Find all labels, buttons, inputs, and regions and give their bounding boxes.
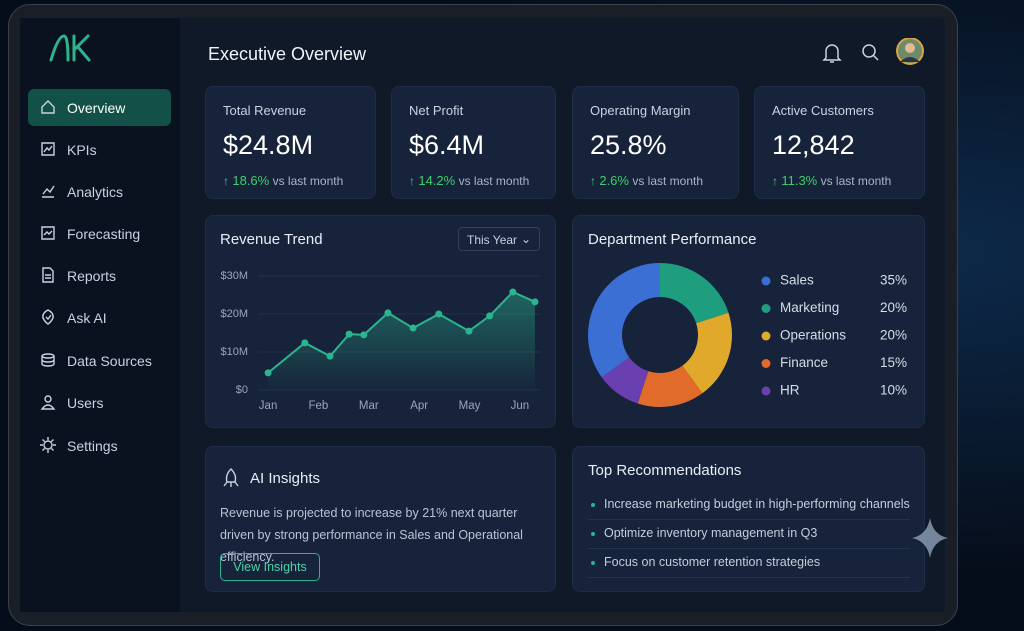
search-icon[interactable] <box>862 44 876 58</box>
page-title: Executive Overview <box>208 44 367 64</box>
nav-label: Data Sources <box>67 352 152 369</box>
nav-label: Users <box>67 394 104 411</box>
bullet <box>591 503 595 507</box>
kpi-value: $24.8M <box>223 130 314 160</box>
kpi-card: Active Customers 12,842 ↑ 11.3% vs last mo… <box>754 86 925 199</box>
divider <box>588 577 910 578</box>
nav-icon <box>41 226 55 240</box>
kpi-card: Operating Margin 25.8% ↑ 2.6% vs last mont… <box>572 86 739 199</box>
nav-label: Reports <box>67 267 117 284</box>
kpi-change: ↑ 2.6% vs last month <box>590 173 704 188</box>
nav-icon <box>41 142 55 156</box>
view-insights-button[interactable]: View Insights <box>220 553 320 581</box>
divider <box>588 519 910 520</box>
revenue-title: Revenue Trend <box>220 231 323 248</box>
kpi-card: Total Revenue $24.8M ↑ 18.6% vs last month <box>205 86 376 199</box>
kpi-label: Operating Margin <box>590 103 691 118</box>
kpi-label: Net Profit <box>409 103 464 118</box>
dropdown-label: This Year <box>467 233 518 247</box>
kpi-change-value: 14.2% <box>418 173 456 188</box>
nav-icon <box>41 100 55 114</box>
kpi-change-note: vs last month <box>458 174 530 188</box>
nav-icon <box>42 185 55 198</box>
nav-icon <box>42 309 54 325</box>
nav-label: Settings <box>67 437 118 454</box>
nav-item[interactable]: Data Sources <box>28 342 171 379</box>
divider <box>588 548 910 549</box>
nav-item[interactable]: Users <box>28 384 171 421</box>
nav-item[interactable]: KPIs <box>28 131 171 168</box>
nav-icon <box>42 267 54 283</box>
rocket-icon <box>223 468 239 487</box>
nav-label: Forecasting <box>67 225 141 242</box>
kpi-change-value: 11.3% <box>781 173 818 188</box>
bullet <box>591 561 595 565</box>
nav-icon <box>40 395 56 410</box>
kpi-label: Total Revenue <box>223 103 307 118</box>
recommendation: Optimize inventory management in Q3 <box>604 526 818 540</box>
department-title: Department Performance <box>588 231 757 248</box>
bullet <box>591 532 595 536</box>
kpi-change: ↑ 18.6% vs last month <box>223 173 344 188</box>
nav-label: Overview <box>67 99 126 116</box>
kpi-change-note: vs last month <box>632 174 704 188</box>
kpi-label: Active Customers <box>772 103 874 118</box>
logo <box>49 34 91 62</box>
nav-item[interactable]: Reports <box>28 257 171 294</box>
nav-label: Analytics <box>67 183 124 200</box>
nav-item[interactable]: Forecasting <box>28 215 171 252</box>
bell-icon[interactable] <box>822 44 842 63</box>
nav-label: KPIs <box>67 141 97 158</box>
kpi-change-value: 18.6% <box>232 173 270 188</box>
nav-item[interactable]: Overview <box>28 89 171 126</box>
kpi-value: 12,842 <box>772 130 855 160</box>
header-icons <box>822 38 924 65</box>
recommendations-title: Top Recommendations <box>588 462 742 479</box>
kpi-card: Net Profit $6.4M ↑ 14.2% vs last month <box>391 86 556 199</box>
kpi-change: ↑ 11.3% vs last month <box>772 173 892 188</box>
nav-item[interactable]: Settings <box>28 427 171 464</box>
kpi-change-value: 2.6% <box>599 173 629 188</box>
recommendation: Increase marketing budget in high-perfor… <box>604 497 910 511</box>
kpi-value: 25.8% <box>590 130 667 160</box>
nav-label: Ask AI <box>67 309 107 326</box>
recommendation: Focus on customer retention strategies <box>604 555 821 569</box>
period-dropdown[interactable]: This Year ⌄ <box>458 227 540 251</box>
nav-item[interactable]: Ask AI <box>28 299 171 336</box>
nav-icon <box>40 437 56 453</box>
kpi-change: ↑ 14.2% vs last month <box>409 173 530 188</box>
ai-title: AI Insights <box>250 470 321 487</box>
kpi-change-note: vs last month <box>272 174 344 188</box>
nav-item[interactable]: Analytics <box>28 173 171 210</box>
kpi-change-note: vs last month <box>820 174 892 188</box>
ai-card <box>205 446 556 592</box>
kpi-value: $6.4M <box>409 130 485 160</box>
nav-icon <box>41 353 55 367</box>
